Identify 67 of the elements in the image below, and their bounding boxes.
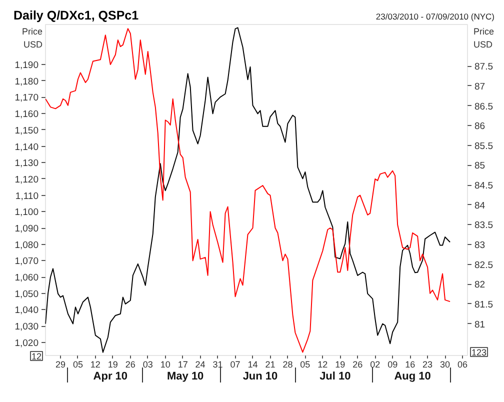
- x-tick-label: 29: [55, 360, 66, 370]
- y2-tick-label: 85.5: [474, 140, 493, 152]
- y2-tick-label: 84.5: [474, 180, 493, 192]
- y-tick-label: 1,170: [14, 92, 39, 104]
- y2-axis-title: Price USD: [474, 26, 494, 50]
- y-tick-label: 1,180: [14, 76, 39, 88]
- y2-tick-label: 86.5: [474, 101, 493, 112]
- x-tick-label: 26: [125, 360, 136, 370]
- y-tick-label: 1,050: [14, 288, 39, 300]
- x-tick-label: 28: [282, 360, 293, 370]
- x-tick-label: 23: [422, 360, 433, 370]
- x2-tick-label: Jun 10: [242, 370, 278, 382]
- y-tick-label: 1,030: [14, 322, 39, 333]
- x-tick-label: 10: [160, 360, 170, 370]
- x2-tick-label: Apr 10: [93, 370, 128, 382]
- y2-tick-label: 85: [474, 160, 486, 172]
- x-tick-label: 09: [388, 360, 398, 370]
- x-tick-label: 03: [142, 360, 153, 370]
- x2-tick-label: Aug 10: [394, 370, 431, 382]
- x-tick-label: 26: [352, 360, 363, 370]
- x-tick-label: 07: [230, 360, 240, 370]
- y-tick-label: 1,100: [14, 207, 39, 218]
- y-tick-label: 1,090: [14, 224, 39, 235]
- y-tick-label: 1,080: [14, 240, 39, 251]
- x-tick-label: 12: [90, 360, 100, 370]
- y-tick-label: 1,120: [14, 174, 39, 186]
- y-tick-label: 1,110: [15, 190, 39, 202]
- y-tick-label: 1,070: [14, 256, 39, 268]
- y2-tick-label: 87: [474, 81, 486, 92]
- y-tick-label: 1,140: [14, 142, 39, 153]
- y-axis-title: Price USD: [22, 26, 43, 50]
- x-tick-label: 19: [335, 360, 346, 370]
- x-tick-label: 31: [212, 360, 223, 370]
- y-tick-label: 1,160: [14, 109, 39, 120]
- text: 123: [472, 348, 487, 358]
- y2-tick-label: 83.5: [474, 220, 493, 232]
- y2-tick-label: 86: [474, 121, 486, 132]
- y2-tick-label: 82.5: [474, 260, 493, 271]
- chart-title: Daily Q/DXc1, QSPc1: [14, 8, 139, 22]
- y2-tick-label: 81.5: [474, 299, 493, 310]
- x-tick-label: 24: [195, 360, 206, 370]
- y-tick-label: 1,060: [14, 272, 39, 284]
- y2-tick-label: 84: [474, 200, 486, 212]
- y-tick-label: 1,150: [14, 125, 39, 136]
- y2-tick-label: 83: [474, 240, 486, 252]
- y-tick-label: 1,020: [14, 338, 39, 349]
- y-tick-label: 1,040: [14, 305, 39, 316]
- x-tick-label: 19: [108, 360, 118, 370]
- chart-subtitle: 23/03/2010 - 07/09/2010 (NYC): [376, 12, 495, 22]
- x-tick-label: 06: [458, 360, 468, 370]
- text: 12: [31, 352, 42, 362]
- x-tick-label: 12: [318, 360, 328, 370]
- x-tick-label: 02: [370, 360, 380, 370]
- x2-tick-label: May 10: [166, 370, 204, 382]
- y-tick-label: 1,130: [14, 158, 39, 170]
- y2-tick-label: 87.5: [474, 62, 493, 73]
- y2-tick-label: 82: [474, 280, 486, 291]
- x-tick-label: 16: [405, 360, 416, 370]
- x-tick-label: 17: [178, 360, 188, 370]
- x-tick-label: 30: [440, 360, 450, 370]
- x-tick-label: 14: [248, 360, 258, 370]
- y2-tick-label: 81: [474, 319, 486, 330]
- x-tick-label: 21: [265, 360, 276, 370]
- x2-tick-label: Jul 10: [320, 370, 351, 382]
- x-tick-label: 05: [72, 360, 83, 370]
- y-tick-label: 1,190: [14, 60, 39, 72]
- x-tick-label: 05: [300, 360, 310, 370]
